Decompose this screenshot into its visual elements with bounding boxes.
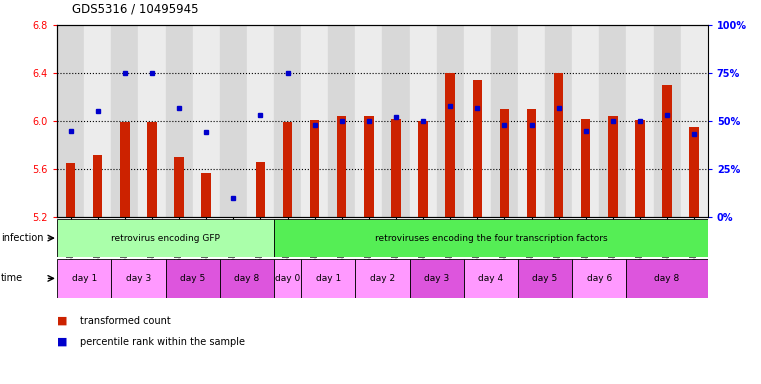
- Bar: [57, 25, 84, 217]
- Bar: [364, 116, 374, 217]
- Bar: [626, 259, 708, 298]
- Bar: [165, 259, 220, 298]
- Bar: [473, 80, 482, 217]
- Bar: [463, 25, 491, 217]
- Bar: [689, 127, 699, 217]
- Text: retroviruses encoding the four transcription factors: retroviruses encoding the four transcrip…: [374, 233, 607, 243]
- Bar: [256, 162, 265, 217]
- Bar: [111, 259, 165, 298]
- Bar: [247, 25, 274, 217]
- Text: percentile rank within the sample: percentile rank within the sample: [80, 337, 245, 347]
- Bar: [635, 120, 645, 217]
- Text: day 8: day 8: [234, 274, 260, 283]
- Bar: [337, 116, 346, 217]
- Text: infection: infection: [1, 233, 43, 243]
- Bar: [228, 217, 238, 218]
- Bar: [500, 109, 509, 217]
- Bar: [391, 119, 401, 217]
- Text: ■: ■: [57, 337, 68, 347]
- Bar: [608, 116, 618, 217]
- Bar: [310, 120, 320, 217]
- Bar: [274, 219, 708, 257]
- Text: day 5: day 5: [533, 274, 558, 283]
- Text: ■: ■: [57, 316, 68, 326]
- Text: day 1: day 1: [316, 274, 341, 283]
- Text: day 6: day 6: [587, 274, 612, 283]
- Bar: [662, 85, 672, 217]
- Text: day 2: day 2: [370, 274, 395, 283]
- Bar: [165, 25, 193, 217]
- Bar: [581, 119, 591, 217]
- Bar: [57, 219, 274, 257]
- Bar: [572, 25, 599, 217]
- Bar: [220, 259, 274, 298]
- Bar: [554, 73, 563, 217]
- Bar: [654, 25, 680, 217]
- Text: retrovirus encoding GFP: retrovirus encoding GFP: [111, 233, 220, 243]
- Text: day 3: day 3: [126, 274, 151, 283]
- Bar: [93, 155, 103, 217]
- Bar: [283, 122, 292, 217]
- Bar: [57, 259, 111, 298]
- Text: day 1: day 1: [72, 274, 97, 283]
- Bar: [274, 25, 301, 217]
- Bar: [220, 25, 247, 217]
- Bar: [328, 25, 355, 217]
- Bar: [437, 25, 463, 217]
- Bar: [355, 259, 409, 298]
- Text: GDS5316 / 10495945: GDS5316 / 10495945: [72, 2, 199, 15]
- Bar: [463, 259, 518, 298]
- Bar: [193, 25, 220, 217]
- Bar: [599, 25, 626, 217]
- Bar: [382, 25, 409, 217]
- Text: transformed count: transformed count: [80, 316, 170, 326]
- Bar: [66, 163, 75, 217]
- Text: time: time: [1, 273, 23, 283]
- Bar: [202, 172, 211, 217]
- Text: day 5: day 5: [180, 274, 205, 283]
- Bar: [147, 122, 157, 217]
- Bar: [355, 25, 382, 217]
- Text: day 0: day 0: [275, 274, 300, 283]
- Bar: [301, 25, 328, 217]
- Bar: [527, 109, 537, 217]
- Bar: [84, 25, 111, 217]
- Bar: [139, 25, 165, 217]
- Text: day 3: day 3: [424, 274, 449, 283]
- Bar: [445, 73, 455, 217]
- Bar: [518, 259, 572, 298]
- Bar: [120, 122, 129, 217]
- Bar: [174, 157, 184, 217]
- Bar: [419, 121, 428, 217]
- Bar: [111, 25, 139, 217]
- Text: day 4: day 4: [478, 274, 504, 283]
- Bar: [409, 25, 437, 217]
- Text: day 8: day 8: [654, 274, 680, 283]
- Bar: [301, 259, 355, 298]
- Bar: [274, 259, 301, 298]
- Bar: [491, 25, 518, 217]
- Bar: [572, 259, 626, 298]
- Bar: [409, 259, 463, 298]
- Bar: [626, 25, 654, 217]
- Bar: [545, 25, 572, 217]
- Bar: [680, 25, 708, 217]
- Bar: [518, 25, 545, 217]
